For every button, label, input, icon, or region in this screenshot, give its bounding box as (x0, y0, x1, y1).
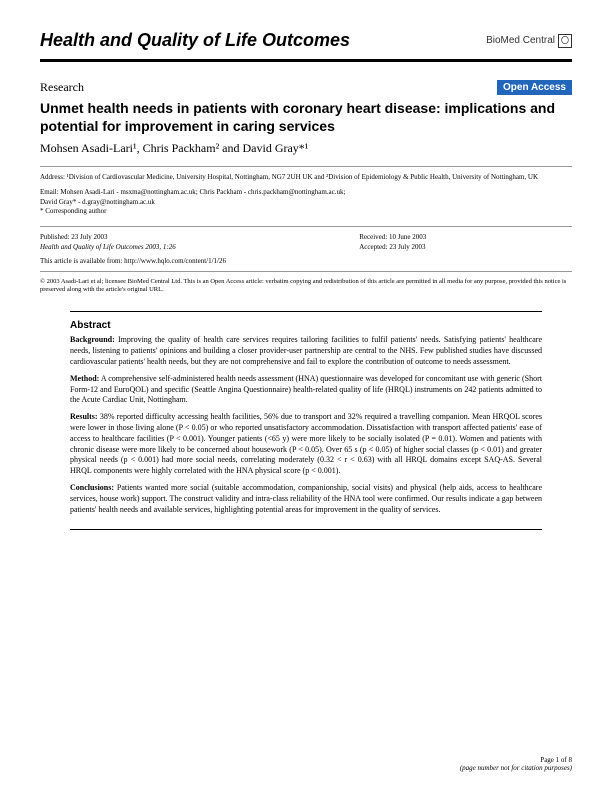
conclusions-text: Patients wanted more social (suitable ac… (70, 483, 542, 514)
abstract-method: Method: A comprehensive self-administere… (70, 374, 542, 406)
copyright: © 2003 Asadi-Lari et al; licensee BioMed… (40, 278, 572, 294)
authors: Mohsen Asadi-Lari¹, Chris Packham² and D… (40, 141, 572, 156)
publisher-name: BioMed Central (486, 35, 555, 46)
background-label: Background: (70, 335, 115, 344)
results-text: 38% reported difficulty accessing health… (70, 412, 542, 475)
footer: Page 1 of 8 (page number not for citatio… (460, 756, 572, 772)
address: Address: ¹Division of Cardiovascular Med… (40, 173, 572, 182)
abstract-results: Results: 38% reported difficulty accessi… (70, 412, 542, 477)
availability: This article is available from: http://w… (40, 257, 572, 265)
abstract-background: Background: Improving the quality of hea… (70, 335, 542, 367)
abstract-heading: Abstract (70, 320, 542, 331)
open-access-badge: Open Access (497, 80, 572, 95)
background-text: Improving the quality of health care ser… (70, 335, 542, 366)
article-title: Unmet health needs in patients with coro… (40, 99, 572, 135)
email-line2: David Gray* - d.gray@nottingham.ac.uk (40, 198, 572, 207)
corresponding-note: * Corresponding author (40, 207, 572, 216)
email-line1: Email: Mohsen Asadi-Lari - msxma@notting… (40, 188, 572, 197)
abstract-conclusions: Conclusions: Patients wanted more social… (70, 483, 542, 515)
method-label: Method: (70, 374, 99, 383)
rule-3 (40, 271, 572, 272)
abstract-box: Abstract Background: Improving the quali… (70, 311, 542, 530)
email-block: Email: Mohsen Asadi-Lari - msxma@notting… (40, 188, 572, 215)
accepted-date: Accepted: 23 July 2003 (359, 243, 572, 255)
biomed-icon: 〇 (558, 34, 572, 48)
page-number: Page 1 of 8 (460, 756, 572, 764)
rule-1 (40, 166, 572, 167)
journal-reference: Health and Quality of Life Outcomes 2003… (40, 243, 306, 251)
method-text: A comprehensive self-administered health… (70, 374, 542, 405)
journal-header: Health and Quality of Life Outcomes BioM… (40, 30, 572, 51)
conclusions-label: Conclusions: (70, 483, 114, 492)
header-rule (40, 59, 572, 62)
journal-title: Health and Quality of Life Outcomes (40, 30, 350, 51)
article-type: Research (40, 80, 84, 95)
publication-dates: Published: 23 July 2003 Received: 10 Jun… (40, 233, 572, 241)
published-date: Published: 23 July 2003 (40, 233, 306, 241)
rule-2 (40, 226, 572, 227)
page-note: (page number not for citation purposes) (460, 764, 572, 772)
results-label: Results: (70, 412, 98, 421)
publisher-logo: BioMed Central 〇 (486, 34, 572, 48)
received-date: Received: 10 June 2003 (359, 233, 572, 241)
article-type-row: Research Open Access (40, 80, 572, 95)
pub-row-2: Health and Quality of Life Outcomes 2003… (40, 243, 572, 255)
